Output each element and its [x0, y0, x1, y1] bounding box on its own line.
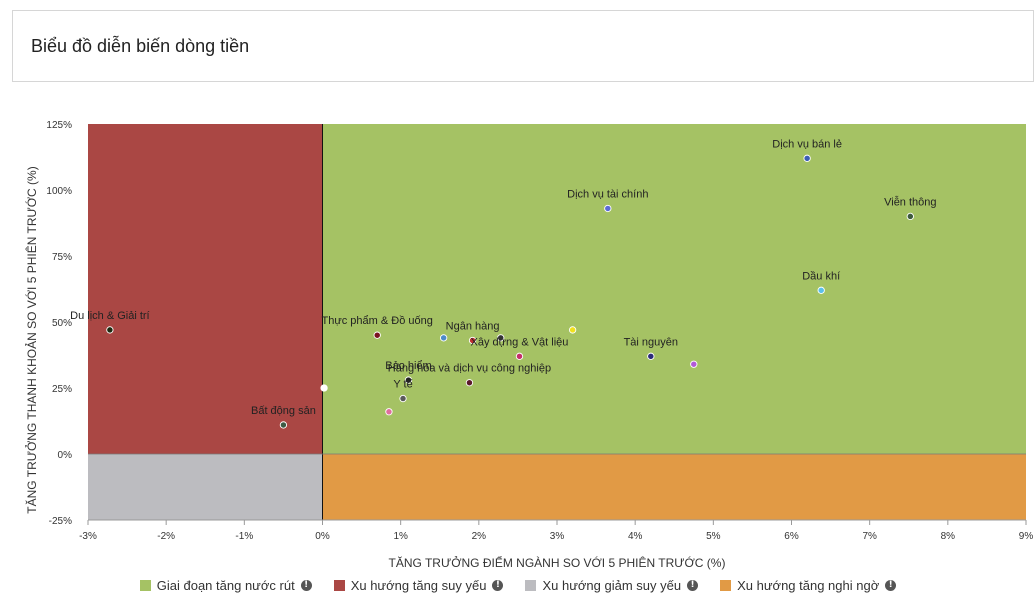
data-point-label: Dịch vụ tài chính	[567, 188, 648, 200]
legend-item-doubtful-uptrend[interactable]: Xu hướng tăng nghi ngờ !	[720, 578, 897, 593]
legend-swatch	[525, 580, 537, 591]
page-title: Biểu đồ diễn biến dòng tiền	[31, 36, 250, 56]
x-axis-title: TĂNG TRƯỞNG ĐIỂM NGÀNH SO VỚI 5 PHIÊN TR…	[389, 555, 726, 570]
legend-label: Xu hướng giảm suy yếu	[542, 578, 682, 593]
quadrant-doubtful-uptrend	[322, 454, 1026, 520]
data-point	[497, 334, 505, 342]
y-tick-label: 0%	[58, 450, 73, 461]
legend-item-weakening-uptrend[interactable]: Xu hướng tăng suy yếu !	[333, 578, 504, 593]
data-point	[440, 334, 448, 342]
y-axis-title: TĂNG TRƯỞNG THANH KHOẢN SO VỚI 5 PHIÊN T…	[24, 166, 39, 513]
x-tick-label: 8%	[941, 531, 956, 542]
data-point-label: Hàng hóa và dịch vụ công nghiệp	[388, 363, 551, 375]
data-point	[803, 154, 811, 162]
legend-swatch	[139, 580, 151, 591]
y-tick-label: 100%	[46, 186, 72, 197]
legend-swatch	[720, 580, 732, 591]
data-point	[465, 379, 474, 387]
data-point	[373, 331, 381, 339]
data-point	[647, 352, 655, 360]
x-tick-label: 1%	[393, 531, 408, 542]
x-tick-label: 4%	[628, 531, 643, 542]
y-tick-label: 25%	[52, 384, 72, 395]
data-point-label: Dầu khí	[802, 270, 840, 282]
legend-label: Xu hướng tăng suy yếu	[350, 578, 487, 593]
data-point-label: Tài nguyên	[624, 336, 678, 348]
data-point	[468, 336, 477, 345]
legend-label: Xu hướng tăng nghi ngờ	[737, 578, 880, 593]
legend-label: Giai đoạn tăng nước rút	[156, 578, 295, 593]
x-tick-label: -3%	[79, 531, 97, 542]
data-point	[404, 376, 413, 384]
data-point	[817, 286, 825, 294]
y-tick-label: 75%	[52, 252, 72, 263]
data-point-label: Viễn thông	[884, 195, 936, 208]
x-tick-label: 2%	[472, 531, 487, 542]
data-point-label: Dịch vụ bán lẻ	[772, 138, 842, 150]
info-icon[interactable]: !	[687, 580, 699, 591]
data-point	[279, 421, 288, 429]
data-point-label: Xây dựng & Vật liệu	[471, 336, 569, 348]
info-icon[interactable]: !	[300, 580, 312, 591]
data-point-label: Ngân hàng	[446, 320, 500, 332]
info-icon[interactable]: !	[885, 580, 897, 591]
x-tick-label: 3%	[550, 531, 565, 542]
data-point-label: Du lịch & Giải trí	[70, 310, 149, 322]
info-icon[interactable]: !	[492, 580, 504, 591]
legend-item-weakening-downtrend[interactable]: Xu hướng giảm suy yếu !	[525, 578, 699, 593]
data-point	[515, 352, 524, 360]
x-tick-label: 6%	[784, 531, 799, 542]
quadrant-sprint-phase	[322, 124, 1026, 454]
chart-legend: Giai đoạn tăng nước rút ! Xu hướng tăng …	[0, 578, 1036, 593]
data-point	[604, 204, 612, 213]
y-tick-label: -25%	[49, 516, 72, 527]
legend-swatch	[333, 580, 345, 591]
chart-header-card: Biểu đồ diễn biến dòng tiền	[12, 10, 1034, 82]
scatter-chart: -25% 0% 25% 50% 75% 100% 125% -3% -2% -1% 0% 1% 2% 3%…	[24, 120, 1034, 570]
y-tick-label: 125%	[46, 120, 72, 131]
x-tick-label: -2%	[157, 531, 175, 542]
data-point-label: Y tế	[393, 379, 412, 391]
data-point	[399, 394, 407, 403]
data-point	[906, 212, 914, 221]
quadrant-weakening-downtrend	[88, 454, 323, 520]
data-point	[690, 360, 698, 368]
data-point-label: Bảo hiểm	[385, 360, 431, 372]
x-tick-label: 7%	[862, 531, 877, 542]
x-tick-label: 0%	[315, 531, 330, 542]
data-point	[385, 408, 393, 416]
x-tick-label: 9%	[1019, 531, 1034, 542]
data-point	[320, 384, 328, 392]
legend-item-sprint-phase[interactable]: Giai đoạn tăng nước rút !	[139, 578, 312, 593]
data-point	[568, 326, 577, 334]
data-point-label: Thực phẩm & Đồ uống	[322, 315, 433, 327]
x-tick-label: -1%	[235, 531, 253, 542]
data-point	[106, 326, 114, 334]
data-point-label: Bất động sản	[251, 405, 316, 417]
y-tick-label: 50%	[52, 318, 72, 329]
quadrant-weakening-uptrend	[88, 124, 323, 454]
x-tick-label: 5%	[706, 531, 721, 542]
